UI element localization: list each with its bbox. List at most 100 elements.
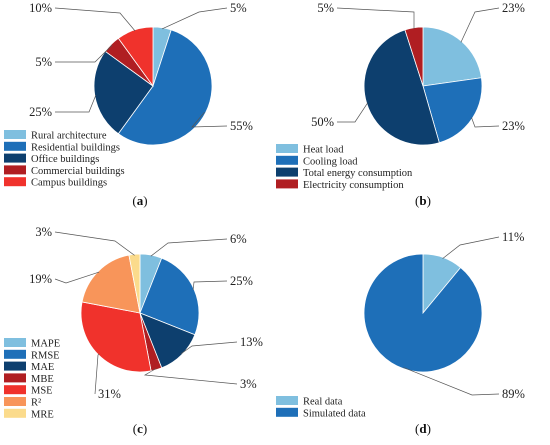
- legend-entry-c-5: R²: [31, 398, 41, 409]
- caption-open-b: (: [415, 193, 419, 208]
- caption-close-d: ): [427, 421, 431, 436]
- data-label-b-3: 5%: [317, 1, 334, 15]
- legend-entry-c-1: RMSE: [31, 350, 60, 361]
- legend-entry-a-1: Residential buildings: [31, 142, 120, 153]
- data-label-c-0: 6%: [230, 232, 247, 246]
- legend-swatch-c-4: [4, 385, 26, 395]
- legend-swatch-b-0: [276, 144, 298, 153]
- leader-line-c-3: [143, 368, 238, 385]
- panel-caption-a: (a): [132, 193, 147, 208]
- panel-caption-c: (c): [133, 421, 147, 436]
- data-label-d-1: 89%: [502, 387, 525, 401]
- panel-caption-d: (d): [415, 421, 431, 436]
- caption-open-d: (: [415, 421, 419, 436]
- legend-swatch-a-4: [4, 177, 26, 187]
- legend-entry-c-3: MBE: [31, 374, 54, 385]
- panel-caption-b: (b): [415, 193, 431, 208]
- legend-swatch-a-3: [4, 165, 26, 175]
- legend-swatch-c-6: [4, 408, 26, 418]
- pie-chart-b: 23% 23% 50% 5%: [311, 1, 525, 146]
- pie-chart-a: 5% 55% 25% 5% 10%: [29, 1, 253, 146]
- pie-chart-c: 6% 25% 13% 3% 31% 19% 3%: [29, 225, 263, 401]
- leader-line-c-4: [94, 353, 100, 395]
- caption-open-c: (: [133, 421, 137, 436]
- caption-letter-c: c: [137, 421, 143, 436]
- data-label-c-2: 13%: [240, 335, 263, 349]
- leader-line-b-3: [336, 7, 415, 29]
- leader-line-a-4: [54, 7, 136, 32]
- pie-slice-a-4: [117, 26, 154, 88]
- data-label-c-1: 25%: [230, 274, 253, 288]
- legend-swatch-a-1: [4, 141, 26, 151]
- data-label-c-3: 3%: [240, 377, 257, 391]
- pie-slice-a-1: [117, 29, 213, 146]
- data-label-c-4: 31%: [98, 387, 121, 401]
- legend-swatch-c-1: [4, 349, 26, 359]
- leader-line-c-6: [54, 231, 135, 256]
- legend-entry-c-2: MAE: [31, 362, 54, 373]
- leader-line-d-0: [442, 236, 500, 259]
- legend-entry-b-3: Electricity consumption: [303, 180, 404, 191]
- legend-swatch-b-3: [276, 179, 298, 189]
- legend-swatch-d-1: [276, 407, 298, 417]
- legend-swatch-c-5: [4, 397, 26, 406]
- data-label-d-0: 11%: [502, 230, 524, 244]
- caption-close-a: ): [143, 193, 147, 208]
- data-label-a-0: 5%: [230, 1, 247, 15]
- pie-chart-d: 11% 89%: [363, 230, 525, 401]
- pie-slice-c-6: [128, 253, 141, 314]
- legend-entry-b-1: Cooling load: [303, 156, 358, 167]
- legend-swatch-a-0: [4, 130, 26, 139]
- legend-entry-c-6: MRE: [31, 409, 54, 420]
- data-label-a-2: 25%: [29, 105, 52, 119]
- data-label-c-5: 19%: [29, 272, 52, 286]
- data-label-b-2: 50%: [311, 115, 334, 129]
- legend-entry-d-1: Simulated data: [303, 408, 366, 419]
- leader-line-c-0: [150, 238, 228, 257]
- legend-entry-a-2: Office buildings: [31, 154, 99, 165]
- pie-slice-b-1: [422, 77, 483, 144]
- leader-line-a-1: [191, 111, 228, 128]
- leader-line-d-1: [403, 367, 500, 396]
- leader-line-c-2: [180, 341, 238, 355]
- legend-entry-a-0: Rural architecture: [31, 131, 107, 142]
- pie-slice-b-2: [363, 29, 440, 146]
- data-label-b-1: 23%: [502, 119, 525, 133]
- data-label-c-6: 3%: [35, 225, 52, 239]
- pie-slice-b-0: [422, 26, 482, 87]
- leader-line-a-0: [161, 7, 228, 30]
- legend-entry-c-4: MSE: [31, 386, 53, 397]
- legend-entry-a-4: Campus buildings: [31, 178, 107, 189]
- legend-swatch-d-0: [276, 396, 298, 405]
- leader-line-a-3: [55, 44, 113, 63]
- legend-entry-c-0: MAPE: [31, 339, 60, 350]
- legend-entry-a-3: Commercial buildings: [31, 166, 125, 177]
- caption-close-c: ): [143, 421, 147, 436]
- caption-letter-b: b: [419, 193, 426, 208]
- legend-swatch-c-2: [4, 361, 26, 371]
- caption-letter-a: a: [137, 193, 144, 208]
- leader-line-c-5: [54, 271, 100, 284]
- data-label-a-3: 5%: [35, 55, 52, 69]
- leader-line-a-2: [55, 94, 97, 113]
- legend-entry-b-2: Total energy consumption: [303, 168, 413, 179]
- pie-slice-d-1: [363, 253, 483, 373]
- leader-line-b-2: [337, 102, 368, 123]
- data-label-a-1: 55%: [230, 119, 253, 133]
- legend-entry-d-0: Real data: [303, 397, 343, 408]
- leader-line-b-0: [460, 7, 500, 43]
- data-label-b-0: 23%: [502, 1, 525, 15]
- legend-swatch-c-0: [4, 338, 26, 347]
- legend-swatch-b-1: [276, 155, 298, 165]
- legend-swatch-c-3: [4, 373, 26, 383]
- legend-swatch-a-2: [4, 153, 26, 163]
- leader-line-c-1: [192, 280, 228, 291]
- leader-line-b-1: [471, 117, 500, 128]
- caption-open-a: (: [132, 193, 136, 208]
- pie-slice-a-2: [93, 50, 154, 135]
